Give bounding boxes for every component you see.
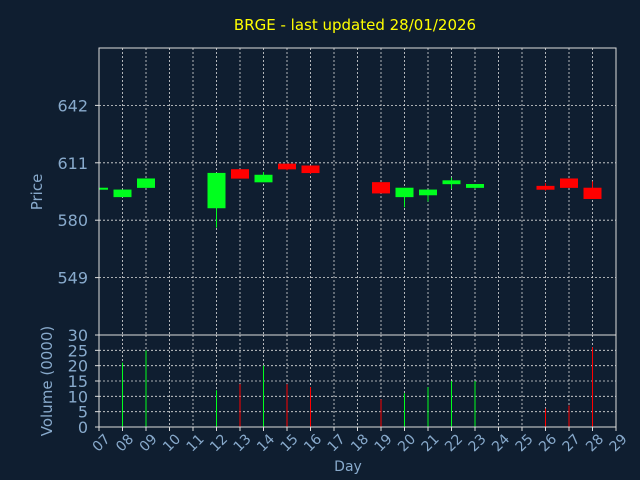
candle-body bbox=[583, 187, 602, 199]
candle-body bbox=[301, 165, 320, 174]
candle-body bbox=[395, 187, 414, 198]
chart-title: BRGE - last updated 28/01/2026 bbox=[234, 16, 476, 34]
price-tick-label: 549 bbox=[57, 269, 88, 288]
candle-body bbox=[254, 174, 273, 183]
price-tick-label: 580 bbox=[57, 211, 88, 230]
candle-body bbox=[278, 163, 296, 170]
candle-body bbox=[442, 180, 461, 185]
candle-body bbox=[113, 189, 132, 198]
volume-axis-label: Volume (0000) bbox=[38, 326, 56, 436]
price-axis-label: Price bbox=[28, 174, 46, 211]
price-tick-label: 611 bbox=[57, 154, 88, 173]
volume-tick-label: 0 bbox=[78, 418, 88, 437]
volume-tick-label: 5 bbox=[78, 403, 88, 422]
candle-body bbox=[137, 178, 155, 188]
candle-body bbox=[419, 189, 437, 196]
volume-tick-label: 15 bbox=[68, 372, 88, 391]
volume-tick-label: 25 bbox=[68, 341, 88, 360]
price-tick-labels: 549 580 611 642 bbox=[57, 96, 99, 288]
candle-body bbox=[536, 185, 555, 190]
volume-tick-label: 30 bbox=[68, 326, 88, 345]
candle-body bbox=[99, 187, 108, 190]
price-tick-label: 642 bbox=[57, 96, 88, 115]
volume-bars bbox=[122, 347, 593, 427]
x-axis-label: Day bbox=[334, 459, 362, 475]
volume-tick-label: 10 bbox=[68, 387, 88, 406]
candle-body bbox=[466, 184, 484, 188]
volume-tick-label: 20 bbox=[68, 357, 88, 376]
candle-body bbox=[560, 178, 578, 188]
candles bbox=[99, 163, 602, 228]
candle-body bbox=[231, 169, 249, 179]
candle-body bbox=[207, 172, 226, 209]
volume-panel-frame bbox=[98, 334, 617, 428]
candle-body bbox=[372, 182, 390, 194]
